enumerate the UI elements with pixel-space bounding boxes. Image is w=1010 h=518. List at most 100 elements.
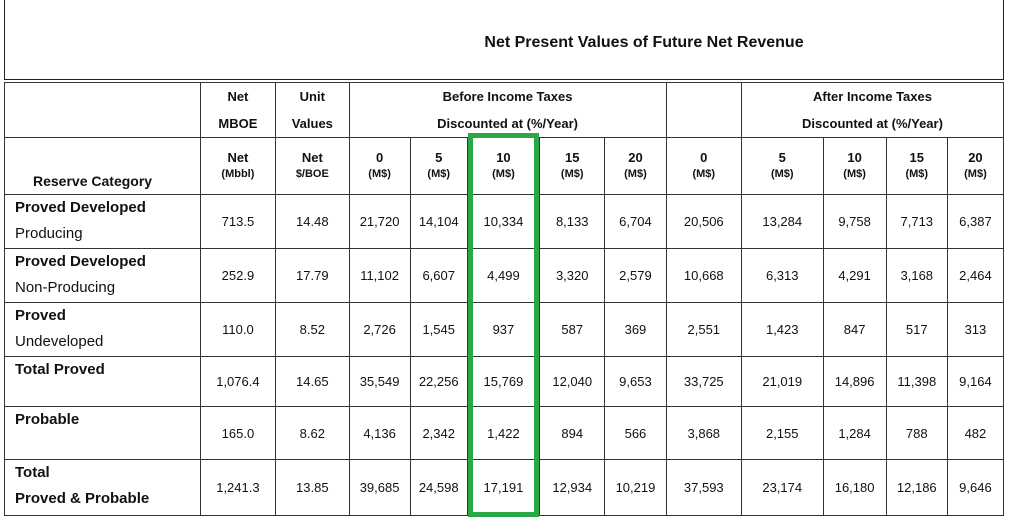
value-cell: 9,758 xyxy=(822,193,887,249)
value-cell: 33,725 xyxy=(665,356,742,408)
reserve-category-cell: Total Proved xyxy=(4,356,201,408)
header-blank-after xyxy=(665,81,742,139)
table-row: Proved Undeveloped 110.0 8.52 2,726 1,545 937 5… xyxy=(4,301,1005,358)
value-cell: 17.79 xyxy=(275,247,350,304)
subheader-cell: 20 (M$) xyxy=(946,137,1005,195)
category-line-1: Proved Developed xyxy=(15,252,146,270)
value-cell: 566 xyxy=(604,406,667,460)
value-cell: 2,342 xyxy=(409,406,468,460)
value-cell: 37,593 xyxy=(665,458,742,517)
subheader-cell: 10 (M$) xyxy=(466,137,541,195)
value-cell: 14.48 xyxy=(275,193,350,249)
header-unit-values: Unit Values xyxy=(275,81,350,139)
value-cell: 7,713 xyxy=(885,193,948,249)
reserve-category-cell: Probable xyxy=(4,406,201,460)
value-cell: 6,387 xyxy=(946,193,1005,249)
value-cell: 6,607 xyxy=(409,247,468,304)
value-cell: 16,180 xyxy=(822,458,887,517)
reserve-category-cell: Proved Developed Non-Producing xyxy=(4,247,201,304)
table-row: Proved Developed Non-Producing 252.9 17.79 1… xyxy=(4,247,1005,304)
subheader-cell: Net $/BOE xyxy=(275,137,350,195)
value-cell: 15,769 xyxy=(466,356,541,408)
category-line-2: Undeveloped xyxy=(15,333,104,350)
value-cell: 2,464 xyxy=(946,247,1005,304)
value-cell: 165.0 xyxy=(199,406,277,460)
value-cell: 10,219 xyxy=(604,458,667,517)
value-cell: 2,726 xyxy=(348,301,411,358)
value-cell: 21,720 xyxy=(348,193,411,249)
value-cell: 2,579 xyxy=(604,247,667,304)
value-cell: 482 xyxy=(946,406,1005,460)
value-cell: 8.62 xyxy=(275,406,350,460)
value-cell: 4,291 xyxy=(822,247,887,304)
value-cell: 1,284 xyxy=(822,406,887,460)
title-box: Net Present Values of Future Net Revenue xyxy=(4,0,1004,80)
value-cell: 713.5 xyxy=(199,193,277,249)
value-cell: 11,102 xyxy=(348,247,411,304)
value-cell: 110.0 xyxy=(199,301,277,358)
value-cell: 24,598 xyxy=(409,458,468,517)
value-cell: 3,168 xyxy=(885,247,948,304)
value-cell: 6,313 xyxy=(740,247,824,304)
category-line-1: Proved xyxy=(15,307,66,324)
table-row: Total Proved & Probable 1,241.3 13.85 39,685… xyxy=(4,458,1005,517)
value-cell: 252.9 xyxy=(199,247,277,304)
value-cell: 23,174 xyxy=(740,458,824,517)
value-cell: 4,499 xyxy=(466,247,541,304)
subheader-cell: 10 (M$) xyxy=(822,137,887,195)
value-cell: 1,423 xyxy=(740,301,824,358)
reserves-table: Net MBOE Unit Values Before Income Taxes… xyxy=(4,81,1005,517)
category-line-1: Proved Developed xyxy=(15,198,146,216)
value-cell: 1,545 xyxy=(409,301,468,358)
value-cell: 369 xyxy=(604,301,667,358)
value-cell: 35,549 xyxy=(348,356,411,408)
subheader-cell: 0 (M$) xyxy=(665,137,742,195)
value-cell: 12,040 xyxy=(539,356,606,408)
value-cell: 10,334 xyxy=(466,193,541,249)
value-cell: 13.85 xyxy=(275,458,350,517)
value-cell: 14,896 xyxy=(822,356,887,408)
subheader-cell: 5 (M$) xyxy=(740,137,824,195)
table-body: Proved Developed Producing 713.5 14.48 21,72… xyxy=(4,193,1005,517)
category-line-1: Total xyxy=(15,463,50,481)
value-cell: 11,398 xyxy=(885,356,948,408)
value-cell: 937 xyxy=(466,301,541,358)
category-line-2: Producing xyxy=(15,224,83,242)
value-cell: 1,241.3 xyxy=(199,458,277,517)
value-cell: 1,422 xyxy=(466,406,541,460)
value-cell: 4,136 xyxy=(348,406,411,460)
value-cell: 12,186 xyxy=(885,458,948,517)
value-cell: 3,320 xyxy=(539,247,606,304)
header-row-main: Net MBOE Unit Values Before Income Taxes… xyxy=(4,81,1005,139)
category-line-1: Probable xyxy=(15,411,80,429)
value-cell: 847 xyxy=(822,301,887,358)
header-blank-cell xyxy=(4,81,201,139)
subheader-cell: 5 (M$) xyxy=(409,137,468,195)
value-cell: 17,191 xyxy=(466,458,541,517)
category-line-2: Non-Producing xyxy=(15,278,116,296)
table-row: Probable 165.0 8.62 4,136 2,342 1,422 894 566 3,… xyxy=(4,406,1005,460)
header-before-tax: Before Income Taxes Discounted at (%/Yea… xyxy=(348,81,667,139)
subheader-cell: 20 (M$) xyxy=(604,137,667,195)
subheader-cell: 15 (M$) xyxy=(885,137,948,195)
table-title: Net Present Values of Future Net Revenue xyxy=(484,34,804,51)
value-cell: 21,019 xyxy=(740,356,824,408)
value-cell: 10,668 xyxy=(665,247,742,304)
value-cell: 313 xyxy=(946,301,1005,358)
value-cell: 2,155 xyxy=(740,406,824,460)
value-cell: 1,076.4 xyxy=(199,356,277,408)
header-after-tax: After Income Taxes Discounted at (%/Year… xyxy=(740,81,1005,139)
subheader-cell: 15 (M$) xyxy=(539,137,606,195)
value-cell: 8.52 xyxy=(275,301,350,358)
reserve-category-cell: Proved Undeveloped xyxy=(4,301,201,358)
value-cell: 6,704 xyxy=(604,193,667,249)
value-cell: 14.65 xyxy=(275,356,350,408)
header-reserve-category: Reserve Category xyxy=(4,137,201,195)
category-line-2: Proved & Probable xyxy=(15,489,150,507)
value-cell: 14,104 xyxy=(409,193,468,249)
value-cell: 2,551 xyxy=(665,301,742,358)
value-cell: 9,646 xyxy=(946,458,1005,517)
value-cell: 12,934 xyxy=(539,458,606,517)
value-cell: 13,284 xyxy=(740,193,824,249)
